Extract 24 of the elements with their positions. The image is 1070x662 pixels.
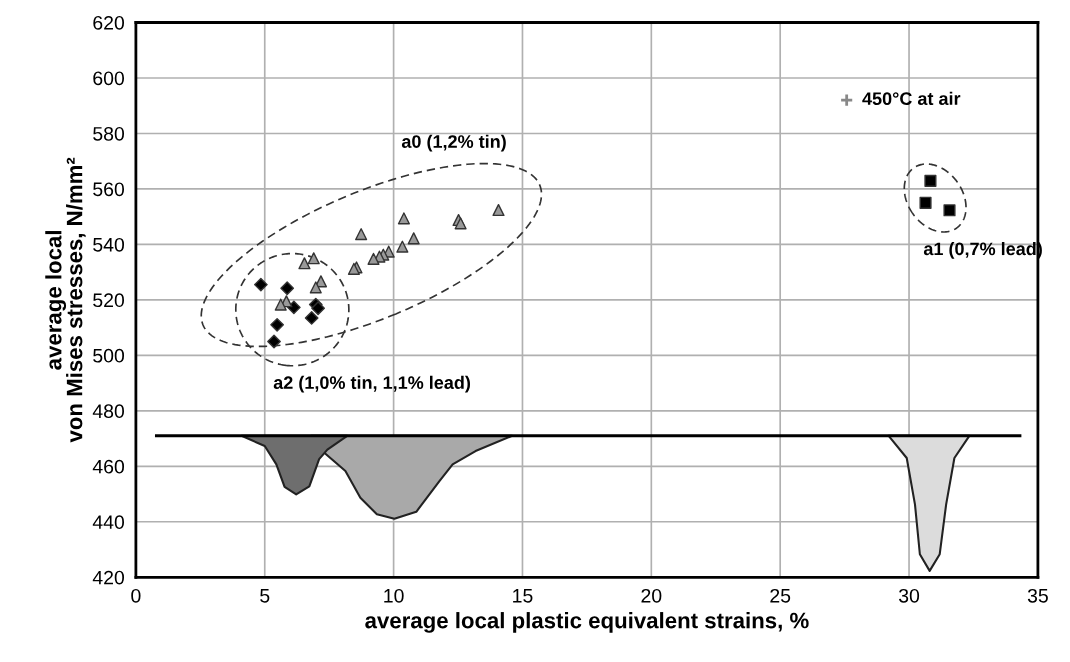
- y-tick-label: 560: [93, 182, 125, 197]
- x-tick-label: 20: [641, 588, 662, 603]
- y-tick-label: 520: [93, 293, 125, 308]
- y-tick-label: 500: [93, 348, 125, 363]
- x-tick-label: 0: [131, 588, 141, 603]
- y-tick-label: 620: [93, 15, 125, 30]
- y-tick-label: 600: [93, 71, 125, 86]
- text: a0 (1,2% tin): [401, 134, 506, 152]
- x-tick-label: 10: [384, 588, 404, 603]
- y-tick-label: 540: [93, 237, 125, 252]
- x-tick-label: 30: [898, 588, 920, 603]
- y-axis-title: average local von Mises stresses, N/mm²: [45, 157, 86, 443]
- series-label: a2 (1,0% tin, 1,1% lead): [273, 375, 470, 393]
- x-tick-label: 25: [770, 588, 791, 603]
- y-tick-label: 460: [92, 459, 125, 474]
- x-tick-label: 35: [1027, 588, 1048, 603]
- x-axis-title: average local plastic equivalent strains, %: [365, 612, 809, 633]
- y-tick-label: 480: [92, 404, 125, 419]
- x-tick-label: 15: [513, 589, 533, 603]
- y-tick-label: 440: [92, 515, 125, 530]
- x-tick-label: 5: [260, 589, 270, 603]
- y-tick-label: 420: [92, 570, 125, 585]
- annotation: 450°C at air: [862, 91, 961, 106]
- y-tick-label: 580: [93, 126, 125, 141]
